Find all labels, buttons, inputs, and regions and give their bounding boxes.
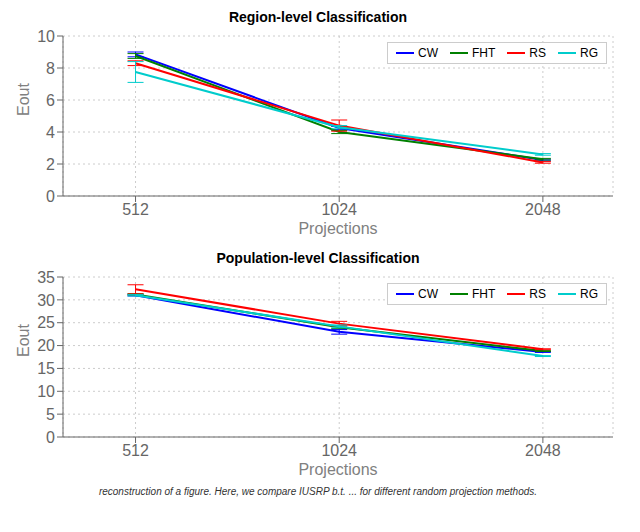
html-text:RG: RG <box>580 46 598 60</box>
html-text:RS: RS <box>529 46 546 60</box>
svg-text:Projections: Projections <box>298 220 377 237</box>
html-text:RG: RG <box>580 287 598 301</box>
svg-text:2048: 2048 <box>525 201 561 218</box>
html-text:reconstruction of a figure. He: reconstruction of a figure. Here, we com… <box>98 486 538 497</box>
svg-text:1024: 1024 <box>321 201 357 218</box>
svg-text:4: 4 <box>46 124 55 141</box>
svg-text:20: 20 <box>37 337 55 354</box>
svg-text:10: 10 <box>37 383 55 400</box>
html-text:CW: CW <box>418 287 438 301</box>
svg-text:512: 512 <box>122 201 149 218</box>
svg-text:2048: 2048 <box>525 442 561 459</box>
svg-text:15: 15 <box>37 360 55 377</box>
svg-text:0: 0 <box>46 429 55 446</box>
html-text:RS: RS <box>529 287 546 301</box>
svg-text:8: 8 <box>46 60 55 77</box>
svg-text:25: 25 <box>37 314 55 331</box>
svg-text:6: 6 <box>46 92 55 109</box>
html-text:FHT: FHT <box>472 46 496 60</box>
svg-text:5: 5 <box>46 406 55 423</box>
svg-text:0: 0 <box>46 188 55 205</box>
svg-text:Projections: Projections <box>298 461 377 478</box>
svg-text:30: 30 <box>37 292 55 309</box>
svg-text:35: 35 <box>37 269 55 286</box>
svg-text:2: 2 <box>46 156 55 173</box>
html-text:Population-level Classificatio: Population-level Classification <box>216 250 420 266</box>
svg-text:512: 512 <box>122 442 149 459</box>
svg-text:Eout: Eout <box>15 83 32 116</box>
svg-text:1024: 1024 <box>321 442 357 459</box>
svg-text:Eout: Eout <box>15 324 32 357</box>
html-text:CW: CW <box>418 46 438 60</box>
svg-text:10: 10 <box>37 28 55 45</box>
html-text:FHT: FHT <box>472 287 496 301</box>
html-text:Region-level Classification: Region-level Classification <box>228 9 408 25</box>
